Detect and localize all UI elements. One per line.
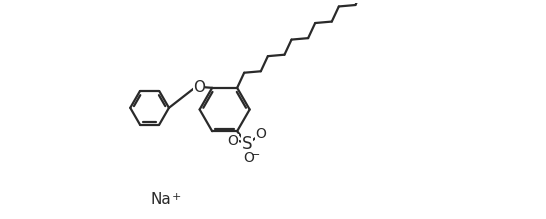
Text: Na: Na [151,192,171,207]
Text: O: O [244,151,254,165]
Text: +: + [172,192,181,202]
Text: S: S [242,135,252,153]
Text: O: O [228,134,239,148]
Text: −: − [251,150,260,160]
Text: O: O [193,80,205,95]
Text: O: O [255,127,266,141]
